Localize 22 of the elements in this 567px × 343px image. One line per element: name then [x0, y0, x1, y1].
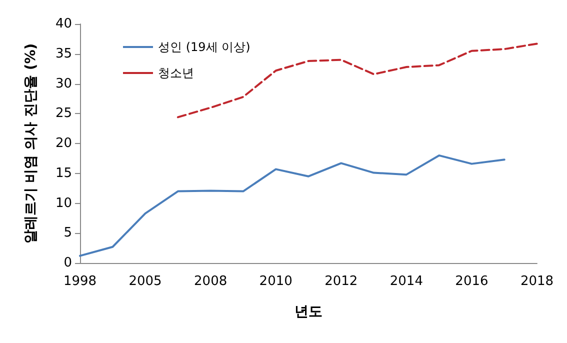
x-tick-label: 2016	[455, 274, 488, 289]
y-tick-label: 10	[55, 196, 72, 211]
x-tick-label: 2012	[324, 274, 358, 289]
y-tick-label: 15	[55, 166, 72, 181]
y-tick-label: 25	[55, 106, 72, 122]
y-tick-label: 20	[55, 136, 72, 151]
x-tick-label: 2014	[390, 274, 423, 289]
legend-label: 청소년	[158, 66, 194, 80]
line-series	[79, 154, 506, 257]
y-tick-label: 35	[55, 46, 72, 62]
y-axis-title: 알레르기 비염 의사 진단율 (%)	[23, 43, 39, 244]
y-tick-label: 30	[55, 76, 72, 92]
y-tick-label: 0	[64, 256, 72, 270]
x-tick-label: 2005	[128, 274, 162, 289]
x-tick-label: 2018	[520, 274, 554, 289]
x-tick-label: 2008	[194, 274, 228, 289]
y-tick-label: 40	[55, 16, 72, 32]
x-tick-label: 2010	[259, 274, 292, 289]
legend-label: 성인 (19세 이상)	[158, 40, 250, 54]
x-tick-label: 1998	[63, 274, 97, 289]
y-tick-label: 5	[64, 226, 72, 241]
x-axis-title: 년도	[294, 304, 322, 320]
